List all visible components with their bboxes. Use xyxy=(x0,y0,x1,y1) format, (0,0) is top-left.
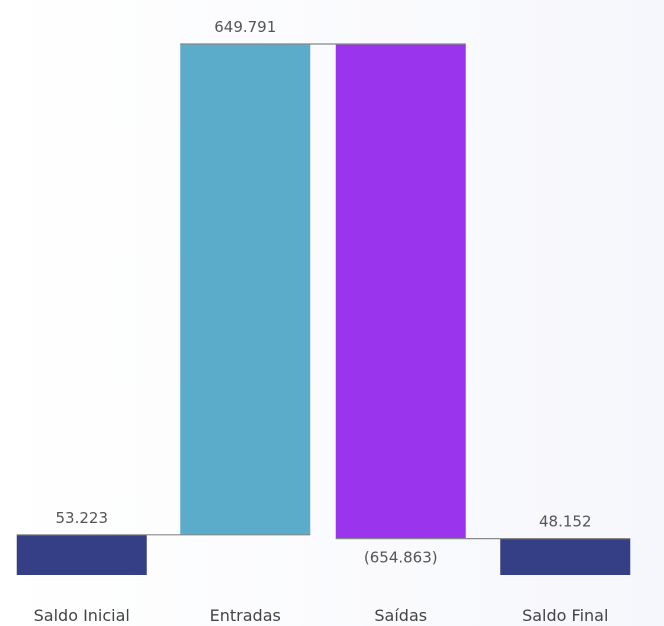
bar-entradas xyxy=(180,44,311,535)
data-label-saidas: (654.863) xyxy=(364,549,438,567)
tick-label-saldo-final: Saldo Final xyxy=(522,606,608,625)
data-label-saldo-inicial: 53.223 xyxy=(56,509,109,527)
bar-saidas xyxy=(335,44,466,539)
data-labels-layer: 53.223 649.791 (654.863) 48.152 xyxy=(56,18,592,567)
bar-saldo-final xyxy=(500,538,631,575)
tick-label-saidas: Saídas xyxy=(374,606,427,625)
tick-label-saldo-inicial: Saldo Inicial xyxy=(34,606,130,625)
bar-saldo-inicial xyxy=(16,534,147,575)
x-axis-ticks: Saldo Inicial Entradas Saídas Saldo Final xyxy=(34,606,609,625)
tick-label-entradas: Entradas xyxy=(210,606,281,625)
bars-layer xyxy=(16,44,631,575)
connectors-layer xyxy=(16,43,631,540)
data-label-saldo-final: 48.152 xyxy=(539,513,592,531)
data-label-entradas: 649.791 xyxy=(214,18,276,36)
